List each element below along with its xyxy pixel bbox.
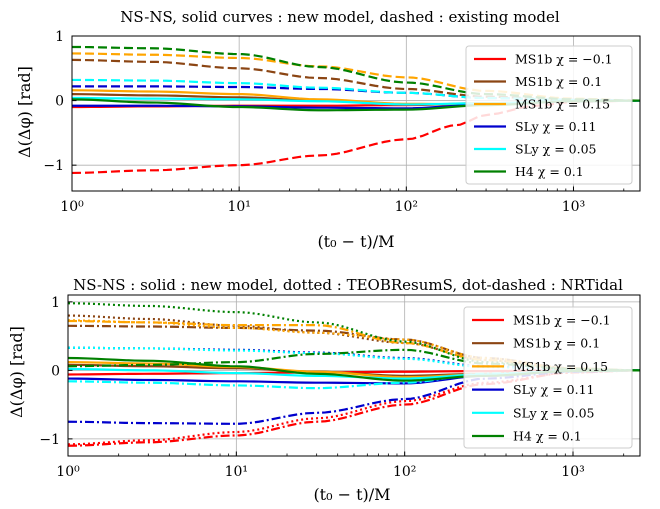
top-legend-label: MS1b χ = −0.1	[515, 52, 613, 67]
top-chart-xlabel: (t₀ − t)/M	[317, 232, 394, 251]
bottom-x-tick-label: 10¹	[225, 464, 248, 480]
top-legend-label: SLy χ = 0.05	[515, 142, 597, 157]
top-legend-label: MS1b χ = 0.15	[515, 97, 610, 112]
bottom-x-tick-label: 10²	[393, 464, 416, 480]
top-legend-box	[465, 45, 633, 185]
top-x-tick-label: 10⁰	[60, 199, 84, 215]
top-x-tick-label: 10³	[562, 199, 585, 215]
top-x-tick-label: 10¹	[227, 199, 250, 215]
top-y-tick-label: 1	[55, 29, 64, 45]
bottom-series-line	[68, 346, 640, 372]
top-chart-title: NS-NS, solid curves : new model, dashed …	[120, 8, 560, 26]
top-chart: NS-NS, solid curves : new model, dashed …	[15, 8, 641, 251]
bottom-chart: NS-NS : solid : new model, dotted : TEOB…	[7, 276, 641, 504]
bottom-legend-label: H4 χ = 0.1	[513, 429, 582, 444]
bottom-y-tick-label: 1	[51, 295, 60, 311]
top-legend-label: SLy χ = 0.11	[515, 119, 597, 134]
bottom-x-tick-label: 10³	[561, 464, 584, 480]
bottom-y-tick-label: −1	[39, 432, 60, 448]
bottom-legend-label: MS1b χ = −0.1	[513, 313, 611, 328]
bottom-legend-box	[463, 306, 633, 449]
bottom-chart-title: NS-NS : solid : new model, dotted : TEOB…	[73, 276, 623, 294]
top-chart-ylabel: Δ(Δφ) [rad]	[15, 66, 34, 158]
bottom-legend-label: MS1b χ = 0.15	[513, 359, 608, 374]
bottom-legend-label: SLy χ = 0.11	[513, 382, 595, 397]
bottom-chart-ylabel: Δ(Δφ) [rad]	[7, 326, 26, 418]
bottom-series-line	[68, 369, 640, 446]
top-chart-legend: MS1b χ = −0.1 MS1b χ = 0.1 MS1b χ = 0.15 SL…	[465, 45, 633, 185]
top-chart-axes: 10⁰ 10¹ 10² 10³ −1 0 1	[43, 29, 641, 215]
top-y-tick-label: −1	[43, 158, 64, 174]
bottom-legend-label: MS1b χ = 0.1	[513, 336, 600, 351]
top-series-line	[72, 45, 640, 102]
top-y-tick-label: 0	[55, 94, 64, 110]
top-legend-label: H4 χ = 0.1	[515, 164, 584, 179]
bottom-series-line	[68, 302, 640, 372]
bottom-chart-xlabel: (t₀ − t)/M	[313, 485, 390, 504]
top-legend-label: MS1b χ = 0.1	[515, 74, 602, 89]
top-x-tick-label: 10²	[395, 199, 418, 215]
bottom-y-tick-label: 0	[51, 363, 60, 379]
bottom-legend-label: SLy χ = 0.05	[513, 405, 595, 420]
bottom-chart-axes: 10⁰ 10¹ 10² 10³ −1 0 1	[39, 294, 641, 480]
bottom-x-tick-label: 10⁰	[56, 464, 80, 480]
bottom-chart-legend: MS1b χ = −0.1 MS1b χ = 0.1 MS1b χ = 0.15 SL…	[463, 306, 633, 449]
